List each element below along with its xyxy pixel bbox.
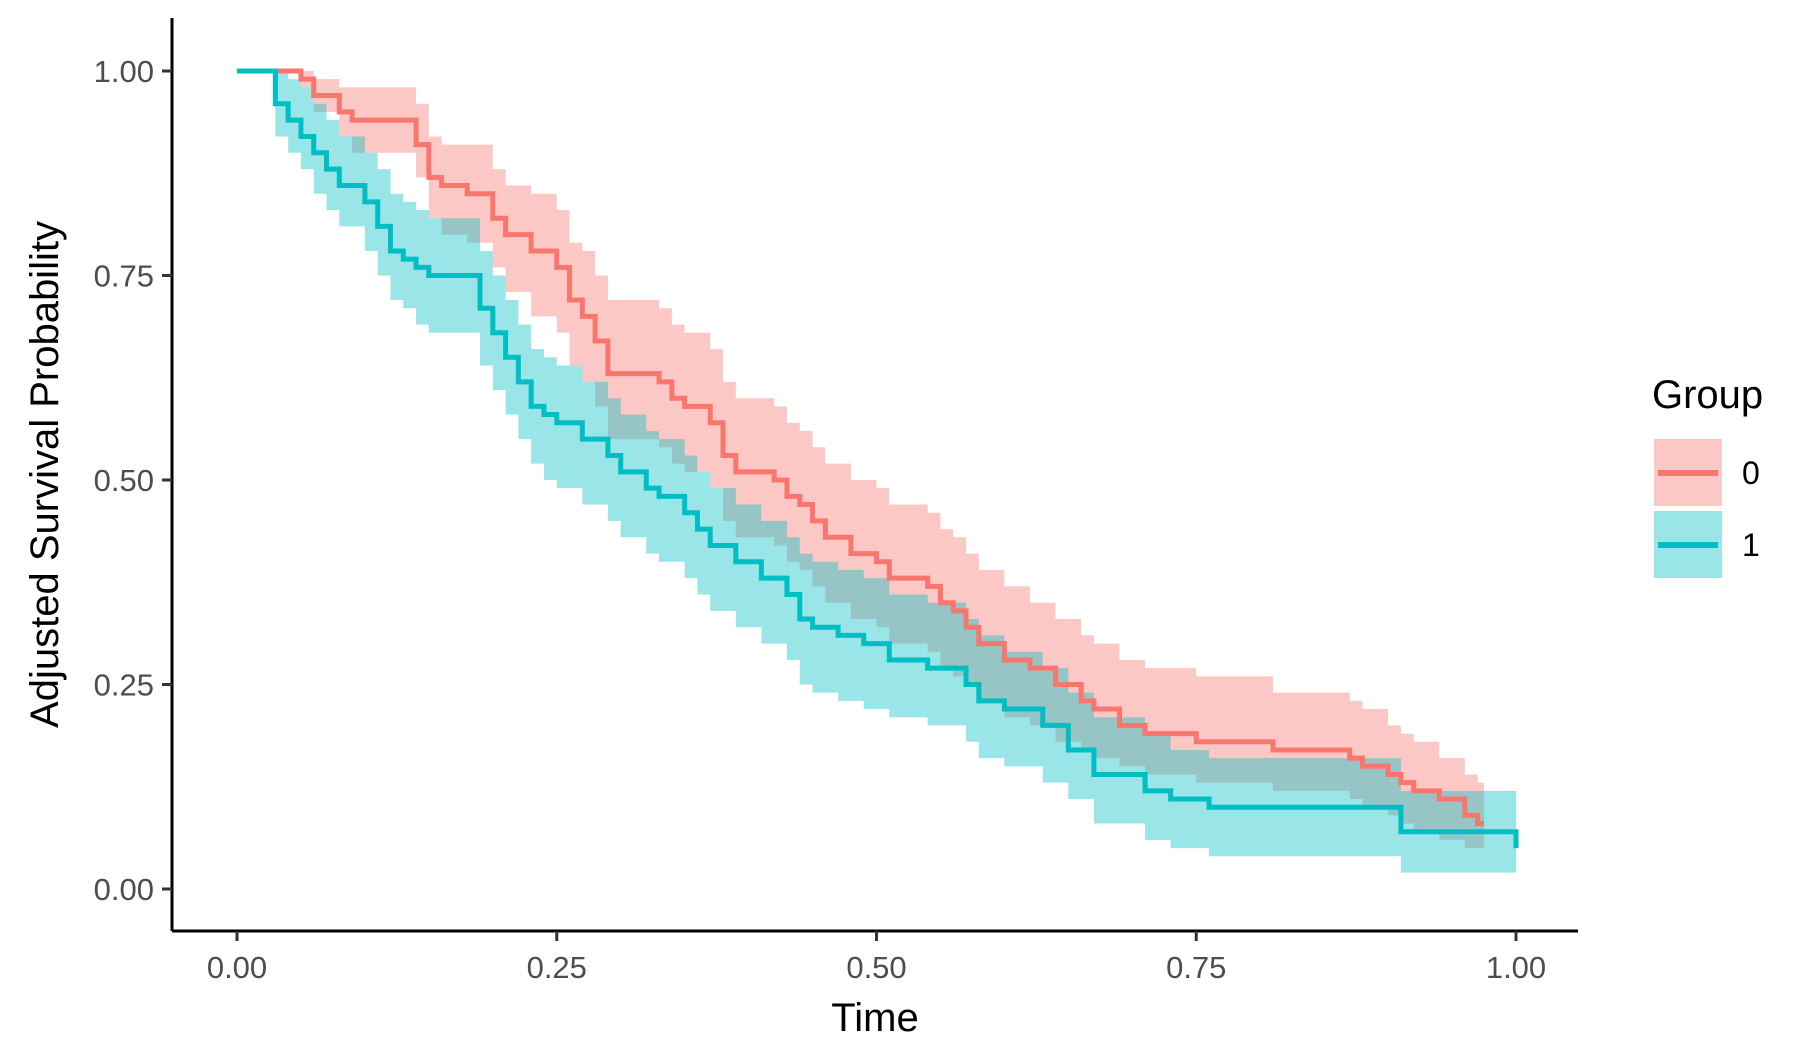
y-tick-label: 0.25	[94, 668, 154, 703]
legend-title: Group	[1652, 373, 1763, 417]
x-tick-label: 0.50	[846, 950, 906, 985]
legend-label-0: 0	[1742, 455, 1760, 491]
y-tick-label: 0.50	[94, 463, 154, 498]
confidence-bands	[237, 71, 1516, 873]
tick-labels: 0.00 0.25 0.50 0.75 1.00 0.00 0.25 0.50 0.75 1.00	[94, 54, 1547, 985]
survival-curve-1	[237, 68, 1519, 849]
survival-curves	[237, 68, 1519, 849]
x-tick-label: 0.25	[527, 950, 587, 985]
confidence-band-0	[237, 71, 1485, 849]
survival-curve-0	[237, 68, 1485, 827]
legend-label-1: 1	[1742, 527, 1760, 563]
x-tick-label: 0.00	[207, 950, 267, 985]
x-tick-label: 1.00	[1486, 950, 1546, 985]
y-tick-label: 0.00	[94, 872, 154, 907]
x-axis-title: Time	[831, 996, 918, 1040]
axes	[162, 18, 1578, 941]
y-tick-label: 1.00	[94, 54, 154, 89]
x-tick-label: 0.75	[1166, 950, 1226, 985]
legend-items: 01	[1654, 439, 1760, 578]
y-tick-label: 0.75	[94, 259, 154, 294]
legend: Group 01	[1652, 373, 1763, 578]
y-axis-title: Adjusted Survival Probability	[23, 221, 67, 728]
confidence-band-1	[237, 71, 1516, 873]
